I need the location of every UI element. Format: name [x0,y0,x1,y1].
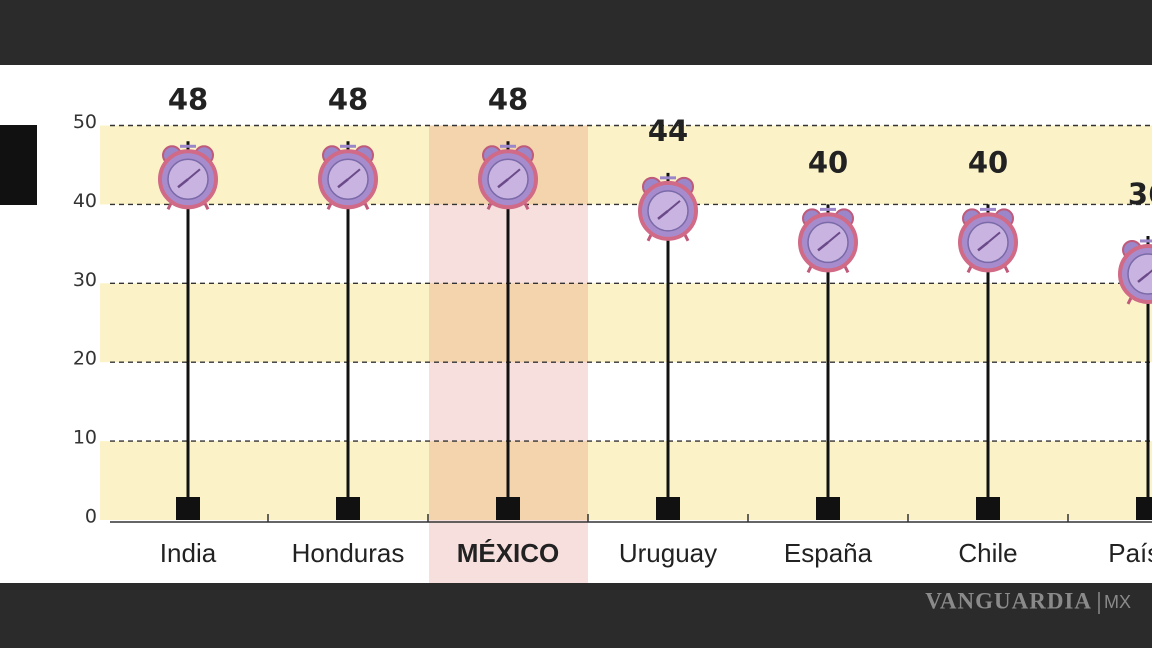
value-label: 36 [1128,177,1152,211]
side-swatch [0,125,37,205]
clock-hand [667,200,681,212]
clock-hand [497,178,509,189]
x-tick-label: Uruguay [619,538,717,568]
x-tick-label: Chile [958,538,1017,568]
clock-hand [337,178,349,189]
value-label: 48 [328,82,368,116]
clock-hand [507,168,521,181]
value-label: 48 [168,82,208,116]
value-label: 48 [488,82,528,116]
clock-hand [987,231,1001,244]
clock-icon [478,144,538,210]
clock-icon [318,144,378,210]
clock-hand [657,209,669,220]
clock-icon [638,176,698,242]
y-tick-label: 30 [73,269,97,291]
clock-hand [1137,272,1149,283]
clock-hand [1147,269,1152,275]
y-tick-label: 40 [73,190,97,212]
watermark-suffix: MX [1104,592,1131,612]
stem-base [176,497,200,520]
x-tick-label: Países [1108,538,1152,568]
stem-base [656,497,680,520]
clock-hand [187,168,201,181]
x-tick-label: España [784,538,873,568]
stem-base [976,497,1000,520]
y-tick-label: 20 [73,348,97,370]
stem-base [496,497,520,520]
stem-base [816,497,840,520]
clock-hand [977,241,989,252]
clock-icon [798,207,858,274]
x-tick-label: MÉXICO [457,538,560,568]
value-label: 40 [968,145,1008,179]
x-tick-label: India [160,538,217,568]
value-label: 44 [648,114,688,148]
watermark: VANGUARDIA [925,588,1092,613]
clock-hand [177,178,189,189]
y-tick-label: 10 [73,427,97,449]
value-label: 40 [808,145,848,179]
clock-hand [347,168,361,181]
y-tick-label: 0 [85,506,97,528]
band [100,125,1152,205]
stem-base [336,497,360,520]
x-tick-label: Honduras [292,538,405,568]
stem-base [1136,497,1152,520]
y-tick-label: 50 [73,111,97,133]
clock-hand [827,231,841,244]
clock-hand [817,241,829,252]
top-bar [0,0,1152,62]
band [100,283,1152,363]
clock-icon [1118,239,1152,305]
clock-icon [158,144,218,210]
clock-icon [958,207,1018,274]
clock-face [1127,253,1152,295]
